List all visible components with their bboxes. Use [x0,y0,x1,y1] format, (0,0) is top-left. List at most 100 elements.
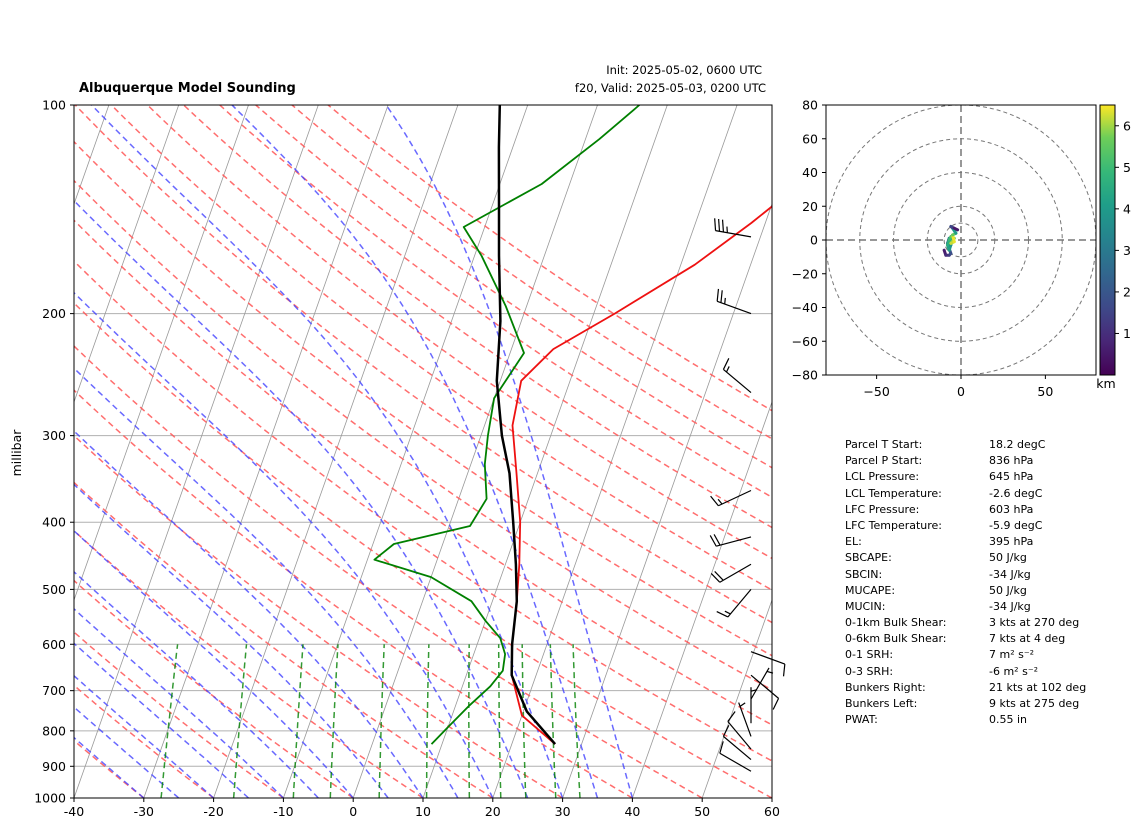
param-row: LCL Pressure: 645 hPa [845,469,1135,485]
dry-adiabat [74,579,354,798]
mixing-ratio-line [549,644,557,798]
y-tick-label: 200 [42,306,66,321]
colorbar-tick-label: 2 [1123,284,1131,299]
x-tick-label: 30 [555,804,571,819]
mixing-ratio-line [521,644,527,798]
hodo-y-tick-label: 20 [802,199,818,214]
isotherm [562,202,772,798]
skewt-background-lines [74,105,772,798]
param-label: LFC Pressure: [845,502,920,516]
moist-adiabat [74,736,145,798]
init-time: Init: 2025-05-02, 0600 UTC [606,63,762,77]
isotherm [74,105,319,798]
param-row: SBCIN: -34 J/kg [845,567,1135,583]
dry-adiabat [219,105,772,499]
param-label: MUCIN: [845,599,886,613]
param-row: PWAT: 0.55 in [845,712,1135,728]
colorbar-ticks: 1 2 3 4 5 6 [1115,118,1131,341]
moist-adiabat [74,291,494,798]
x-tick-label: 10 [415,804,431,819]
dry-adiabat [327,105,772,412]
param-label: PWAT: [845,713,878,727]
mixing-ratio-line [329,644,339,798]
param-label: EL: [845,535,862,549]
dry-adiabat [74,140,772,657]
y-tick-label: 700 [42,683,66,698]
dry-adiabat [74,631,284,798]
y-tick-label: 600 [42,637,66,652]
isotherm [74,105,180,404]
moist-adiabat [74,674,215,798]
wind-barb [750,667,774,700]
param-value: 0.55 in [989,713,1028,727]
param-row: Bunkers Left: 9 kts at 275 deg [845,696,1135,712]
param-value: 395 hPa [989,535,1034,549]
wind-barbs [709,218,786,772]
param-value: 7 kts at 4 deg [989,632,1066,646]
x-tick-label: -20 [203,804,223,819]
moist-adiabat [231,105,599,798]
wind-barb [722,358,752,394]
y-axis-label: millibar [9,429,24,477]
y-tick-label: 400 [42,515,66,530]
moist-adiabat [91,105,564,798]
hodograph-segment [952,226,960,232]
param-row: 0-6km Bulk Shear: 7 kts at 4 deg [845,631,1135,647]
mixing-ratio-line [232,644,248,798]
colorbar-tick-label: 4 [1123,201,1131,216]
dry-adiabat [146,105,772,560]
param-label: 0-6km Bulk Shear: [845,632,947,646]
dry-adiabat [74,481,494,798]
param-label: LFC Temperature: [845,518,943,532]
param-label: 0-1 SRH: [845,648,894,662]
skewt-traces [373,105,772,745]
param-label: LCL Temperature: [845,486,942,500]
param-value: 50 J/kg [989,551,1027,565]
wind-barb [750,651,786,677]
parcel-trace [495,105,557,745]
dry-adiabat [74,302,772,798]
x-tick-label: 60 [764,804,780,819]
x-tick-label: -40 [64,804,84,819]
wind-barb [714,218,752,238]
y-tick-label: 900 [42,759,66,774]
dry-adiabat [74,179,772,691]
moist-adiabat [74,430,424,798]
y-tick-label: 800 [42,723,66,738]
valid-time: f20, Valid: 2025-05-03, 0200 UTC [575,81,766,95]
hodograph-ring [943,222,979,258]
sounding-parameters: Parcel T Start: 18.2 degC Parcel P Start: 8… [845,437,1135,728]
mixing-ratio-line [572,644,581,798]
wind-barb [750,687,758,724]
param-row: 0-1 SRH: 7 m² s⁻² [845,647,1135,663]
param-value: 21 kts at 102 deg [989,680,1087,694]
mixing-ratio-line [468,644,471,798]
wind-barb [716,589,752,618]
mixing-ratio-line [378,644,385,798]
hodo-y-tick-label: −80 [792,368,818,383]
hodograph-trace [942,225,960,257]
moist-adiabat [74,706,180,798]
param-value: -6 m² s⁻² [989,664,1039,678]
colorbar-tick-label: 5 [1123,160,1131,175]
param-row: 0-3 SRH: -6 m² s⁻² [845,664,1135,680]
param-row: EL: 395 hPa [845,534,1135,550]
isotherm [492,105,738,798]
param-label: MUCAPE: [845,583,896,597]
mixing-ratio-line [160,644,179,798]
moist-adiabat [74,607,284,798]
param-label: 0-3 SRH: [845,664,894,678]
moist-adiabat [74,483,389,798]
param-value: -5.9 degC [989,518,1043,532]
param-row: LFC Temperature: -5.9 degC [845,518,1135,534]
isotherm [422,105,668,798]
param-label: LCL Pressure: [845,470,920,484]
param-row: Parcel P Start: 836 hPa [845,453,1135,469]
isotherm [74,105,249,602]
hodo-y-tick-label: 80 [802,98,818,113]
dry-adiabat [110,105,772,591]
hodo-y-tick-label: −60 [792,334,818,349]
param-value: 7 m² s⁻² [989,648,1035,662]
hodo-y-tick-label: 0 [810,233,818,248]
hodo-y-tick-label: −20 [792,266,818,281]
